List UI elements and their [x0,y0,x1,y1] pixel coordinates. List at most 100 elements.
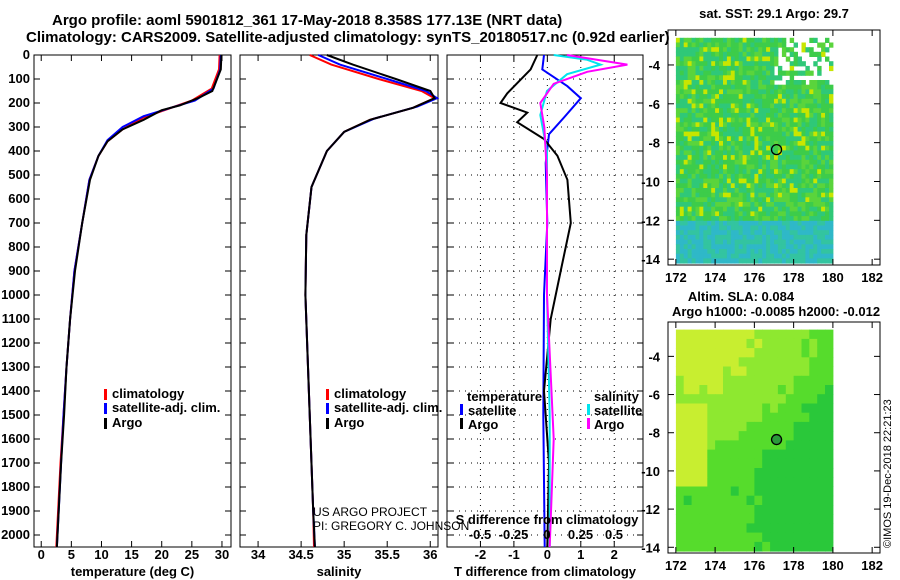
map-cell [774,42,779,48]
map-cell [821,173,826,180]
map-cell [801,244,806,250]
map-cell [813,178,818,184]
map-cell [801,131,806,137]
map-cell [766,197,771,203]
map-cell [750,216,755,222]
map-cell [817,357,826,367]
map-cell [797,122,802,128]
map-cell [738,122,744,128]
map-cell [711,112,716,119]
map-cell [699,169,704,175]
map-cell [825,375,834,386]
map-cell [777,230,783,236]
map-cell [750,188,755,194]
map-cell [801,348,810,358]
y-tick-label: 1000 [1,287,30,302]
map-cell [774,216,779,222]
map-cell [699,412,708,423]
map-cell [723,136,728,142]
map-cell [758,112,763,119]
map-cell [691,348,700,358]
map-cell [762,234,767,241]
map-cell [801,117,806,123]
map-cell [719,37,724,43]
map-cell [723,468,732,478]
map-cell [813,112,818,119]
map-cell [675,458,685,469]
map-cell [774,150,779,156]
map-cell [781,131,787,137]
map-cell [715,357,724,367]
map-cell [730,47,736,53]
map-cell [719,126,724,133]
map-cell [762,211,767,217]
map-cell [785,141,791,147]
map-cell [754,329,763,340]
map-cell [675,80,681,86]
map-cell [691,458,700,469]
map-cell [785,486,795,497]
map-cell [825,468,834,478]
map-cell [691,84,696,90]
map-cell [825,126,830,133]
map-cell [770,468,779,478]
map-cell [797,80,802,86]
map-cell [675,253,681,259]
map-cell [715,216,720,222]
map-cell [777,141,783,147]
legend-label: satellite-adj. clim. [112,400,220,415]
map-cell [679,253,685,259]
map-cell [817,486,826,497]
map-cell [687,145,692,151]
map-cell [699,348,708,358]
map-cell [829,126,834,133]
map-cell [703,192,708,198]
map-cell [809,188,814,194]
map-cell [777,131,783,137]
map-cell [723,403,732,414]
map-cell [683,495,693,506]
map-cell [723,108,728,114]
map-cell [766,164,771,170]
map-cell [797,145,802,151]
map-cell [758,103,763,109]
map-cell [687,117,692,123]
map-cell [746,412,755,423]
map-cell [793,188,798,194]
map-cell [793,145,798,151]
map-cell [699,440,708,451]
map-cell [726,206,732,212]
map-cell [683,65,689,72]
map-cell [770,173,775,180]
map-cell [683,211,689,217]
map-cell [762,449,771,460]
map-cell [715,249,720,255]
map-cell [789,244,795,250]
map-cell [809,357,818,367]
map-cell [825,150,830,156]
map-cell [719,244,724,250]
map-cell [817,230,822,236]
map-cell [703,253,708,259]
map-cell [770,220,775,226]
map-cell [707,126,712,133]
map-cell [793,440,802,451]
map-cell [719,188,724,194]
map-cell [687,159,692,165]
map-cell [801,80,806,86]
map-cell [726,197,732,203]
map-cell [774,249,779,255]
map-cell [777,206,783,212]
map-cell [719,42,724,48]
map-cell [785,348,795,358]
map-cell [750,234,755,241]
map-cell [774,225,779,231]
map-cell [754,234,759,241]
map-cell [726,192,732,198]
map-cell [683,164,689,170]
map-cell [750,145,755,151]
map-cell [789,155,795,161]
map-cell [675,412,685,423]
map-cell [719,117,724,123]
map-cell [766,159,771,165]
